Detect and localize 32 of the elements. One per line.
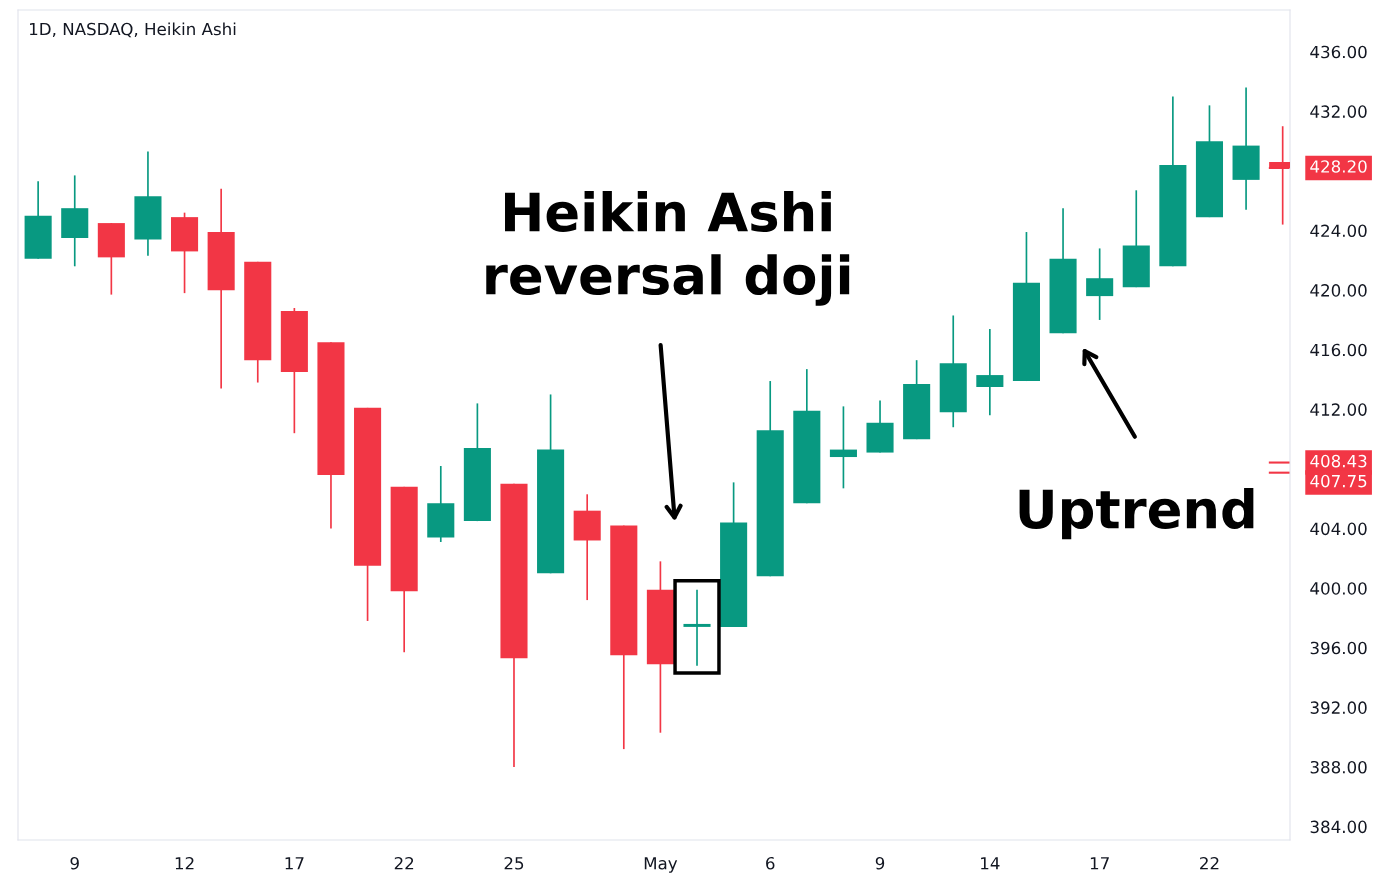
y-tick-label: 420.00 [1310,284,1367,297]
x-tick-label: 25 [504,856,524,870]
x-tick-label: 9 [875,856,885,870]
x-tick-label: 12 [175,856,194,870]
y-tick-label: 400.00 [1310,582,1367,595]
ref-line-label: 407.75 [1310,474,1367,488]
y-tick-label: 432.00 [1310,105,1367,118]
x-tick-label: 14 [981,857,1000,870]
x-tick-label: 6 [766,856,775,870]
x-tick-label: 9 [70,856,79,870]
candlestick [976,328,1004,417]
annotation: Uptrend [1019,488,1254,540]
y-tick-label: 424.00 [1310,224,1367,238]
ref-line-label: 428.20 [1310,160,1367,173]
x-tick-label: 22 [394,856,414,870]
text: 1D, NASDAQ, Heikin Ashi [30,22,236,38]
ref-line-label: 408.43 [1310,454,1367,468]
y-tick-label: 388.00 [1310,760,1367,774]
annotation: Heikin Ashi reversal doji [486,191,850,306]
y-tick-label: 436.00 [1310,45,1367,59]
y-tick-label: 384.00 [1310,820,1367,834]
x-tick-label: 17 [285,857,304,870]
x-tick-label: 17 [1090,857,1109,870]
candlestick [683,588,711,667]
y-tick-label: 416.00 [1310,343,1367,357]
y-tick-label: 392.00 [1310,701,1367,714]
y-tick-label: 404.00 [1310,522,1367,536]
y-tick-label: 412.00 [1310,403,1367,416]
candlestick [829,405,857,490]
y-tick-label: 396.00 [1310,641,1367,655]
x-tick-label: 22 [1200,856,1219,870]
x-tick-label: May [644,857,678,873]
